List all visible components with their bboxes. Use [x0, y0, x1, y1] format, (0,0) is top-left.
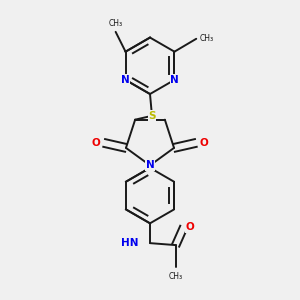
Text: O: O [92, 138, 100, 148]
Text: CH₃: CH₃ [109, 19, 123, 28]
Text: CH₃: CH₃ [169, 272, 183, 281]
Text: HN: HN [121, 238, 138, 248]
Text: O: O [200, 138, 208, 148]
Text: N: N [146, 160, 154, 170]
Text: S: S [148, 111, 156, 121]
Text: N: N [170, 75, 179, 85]
Text: CH₃: CH₃ [199, 34, 213, 43]
Text: O: O [185, 222, 194, 232]
Text: N: N [121, 75, 130, 85]
